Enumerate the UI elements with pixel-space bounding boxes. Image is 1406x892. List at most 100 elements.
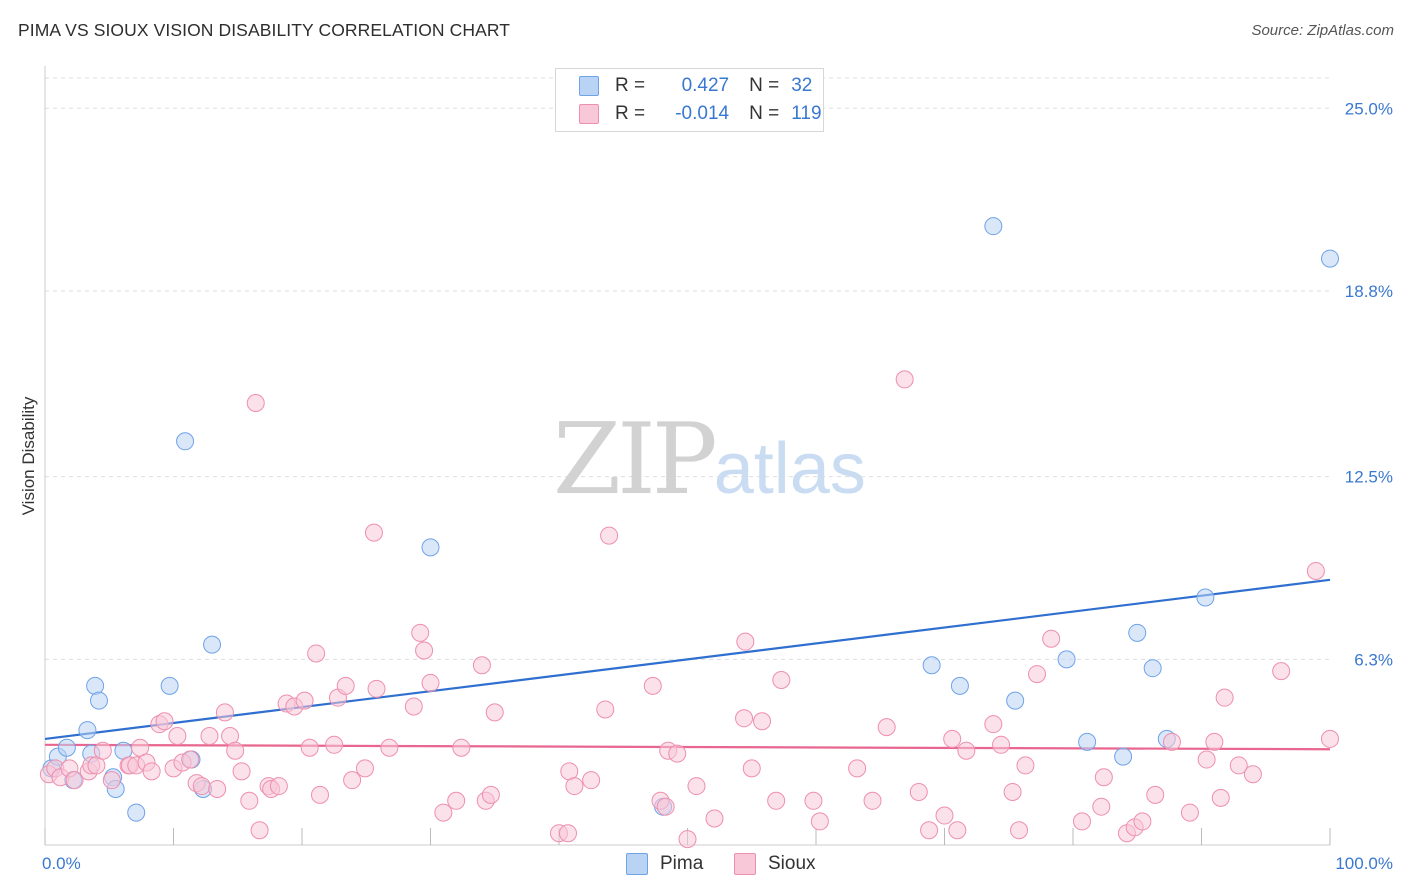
sioux-point bbox=[909, 782, 928, 801]
sioux-point bbox=[1003, 782, 1022, 801]
sioux-point bbox=[863, 791, 882, 810]
sioux-point bbox=[596, 700, 615, 719]
sioux-point bbox=[215, 703, 234, 722]
pima-point bbox=[1057, 650, 1076, 669]
sioux-point bbox=[1010, 821, 1029, 840]
y-tick-label: 18.8% bbox=[1345, 282, 1393, 301]
sioux-point bbox=[269, 777, 288, 796]
sioux-legend-label: Sioux bbox=[768, 853, 816, 874]
sioux-point bbox=[957, 741, 976, 760]
sioux-point bbox=[181, 750, 200, 769]
y-tick-labels: 6.3% 12.5% 18.8% 25.0% bbox=[1345, 99, 1393, 669]
sioux-point bbox=[367, 679, 386, 698]
sioux-point bbox=[1028, 665, 1047, 684]
sioux-point bbox=[735, 709, 754, 728]
sioux-point bbox=[250, 821, 269, 840]
pima-point bbox=[421, 538, 440, 557]
sioux-point bbox=[582, 771, 601, 790]
sioux-point bbox=[1180, 803, 1199, 822]
pima-point bbox=[984, 217, 1003, 236]
sioux-point bbox=[415, 641, 434, 660]
sioux-legend-swatch bbox=[734, 853, 756, 875]
pima-swatch bbox=[579, 76, 599, 96]
sioux-point bbox=[1197, 750, 1216, 769]
sioux-point bbox=[736, 632, 755, 651]
pima-point bbox=[1078, 732, 1097, 751]
sioux-point bbox=[992, 735, 1011, 754]
sioux-point bbox=[192, 777, 211, 796]
pima-point bbox=[160, 676, 179, 695]
data-points bbox=[39, 217, 1339, 849]
sioux-point bbox=[208, 780, 227, 799]
sioux-point bbox=[687, 777, 706, 796]
sioux-point bbox=[1205, 732, 1224, 751]
sioux-point bbox=[600, 526, 619, 545]
y-axis-label: Vision Disability bbox=[19, 396, 38, 515]
pima-point bbox=[57, 738, 76, 757]
zipatlas-watermark: ZIPatlas bbox=[553, 403, 866, 517]
source-label: Source: ZipAtlas.com bbox=[1251, 22, 1394, 39]
chart-title: PIMA VS SIOUX VISION DISABILITY CORRELAT… bbox=[18, 20, 511, 40]
sioux-point bbox=[1094, 768, 1113, 787]
pima-trend-line bbox=[44, 578, 1331, 741]
sioux-point bbox=[226, 741, 245, 760]
sioux-point bbox=[155, 712, 174, 731]
x-tick-label-max: 100.0% bbox=[1335, 854, 1393, 873]
pima-n-value: 32 bbox=[791, 75, 813, 96]
sioux-point bbox=[168, 726, 187, 745]
legend-row-sioux: R = -0.014 N = 119 bbox=[579, 101, 822, 127]
pima-r-value: 0.427 bbox=[681, 75, 730, 96]
sioux-point bbox=[1146, 785, 1165, 804]
sioux-point bbox=[565, 777, 584, 796]
sioux-point bbox=[1321, 729, 1339, 748]
sioux-point bbox=[753, 712, 772, 731]
pima-point bbox=[1114, 747, 1133, 766]
sioux-point bbox=[877, 718, 896, 737]
pima-point bbox=[78, 721, 97, 740]
x-tick-label-min: 0.0% bbox=[42, 854, 81, 873]
y-tick-label: 12.5% bbox=[1345, 468, 1393, 487]
sioux-point bbox=[300, 738, 319, 757]
sioux-point bbox=[668, 744, 687, 763]
sioux-point bbox=[1215, 688, 1234, 707]
sioux-point bbox=[1229, 756, 1248, 775]
sioux-point bbox=[102, 771, 121, 790]
y-tick-label: 25.0% bbox=[1345, 99, 1393, 118]
sioux-point bbox=[772, 670, 791, 689]
sioux-point bbox=[948, 821, 967, 840]
sioux-point bbox=[295, 691, 314, 710]
sioux-point bbox=[895, 370, 914, 389]
watermark-zip: ZIP bbox=[553, 403, 718, 517]
pima-point bbox=[1196, 588, 1215, 607]
sioux-point bbox=[935, 806, 954, 825]
sioux-point bbox=[472, 656, 491, 675]
sioux-point bbox=[1042, 629, 1061, 648]
sioux-point bbox=[336, 676, 355, 695]
pima-point bbox=[1006, 691, 1025, 710]
sioux-point bbox=[411, 623, 430, 642]
sioux-point bbox=[1272, 662, 1291, 681]
sioux-point bbox=[984, 715, 1003, 734]
sioux-point bbox=[742, 759, 761, 778]
sioux-point bbox=[232, 762, 251, 781]
gridlines bbox=[45, 77, 1330, 660]
sioux-point bbox=[810, 812, 829, 831]
legend-item-pima[interactable]: Pima bbox=[626, 852, 703, 876]
sioux-n-value: 119 bbox=[791, 103, 822, 124]
legend-item-sioux[interactable]: Sioux bbox=[734, 852, 816, 876]
sioux-point bbox=[943, 729, 962, 748]
sioux-point bbox=[1072, 812, 1091, 831]
sioux-point bbox=[65, 771, 84, 790]
sioux-point bbox=[1016, 756, 1035, 775]
sioux-point bbox=[656, 797, 675, 816]
sioux-point bbox=[920, 821, 939, 840]
sioux-point bbox=[355, 759, 374, 778]
pima-point bbox=[922, 656, 941, 675]
n-label: N = bbox=[749, 103, 780, 124]
sioux-point bbox=[1211, 788, 1230, 807]
legend-row-pima: R = 0.427 N = 32 bbox=[579, 73, 812, 99]
pima-point bbox=[1128, 623, 1147, 642]
trend-lines bbox=[44, 578, 1331, 751]
sioux-point bbox=[142, 762, 161, 781]
sioux-point bbox=[804, 791, 823, 810]
